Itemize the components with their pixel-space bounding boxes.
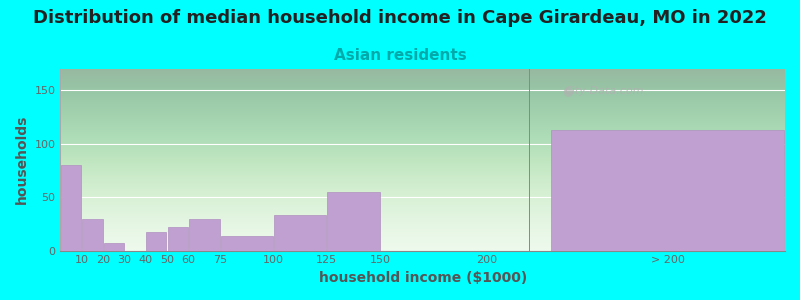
- Bar: [551, 130, 785, 250]
- Y-axis label: households: households: [15, 115, 29, 205]
- Text: Asian residents: Asian residents: [334, 48, 466, 63]
- Bar: [103, 243, 124, 250]
- Text: ●: ●: [562, 84, 573, 97]
- Bar: [221, 236, 273, 250]
- Bar: [146, 232, 166, 250]
- Text: City-Data.com: City-Data.com: [564, 86, 644, 96]
- Bar: [189, 218, 220, 250]
- Bar: [82, 218, 102, 250]
- X-axis label: household income ($1000): household income ($1000): [318, 271, 527, 285]
- Bar: [167, 227, 188, 250]
- Bar: [327, 192, 379, 250]
- Bar: [274, 215, 326, 250]
- Text: Distribution of median household income in Cape Girardeau, MO in 2022: Distribution of median household income …: [33, 9, 767, 27]
- Bar: [61, 165, 81, 250]
